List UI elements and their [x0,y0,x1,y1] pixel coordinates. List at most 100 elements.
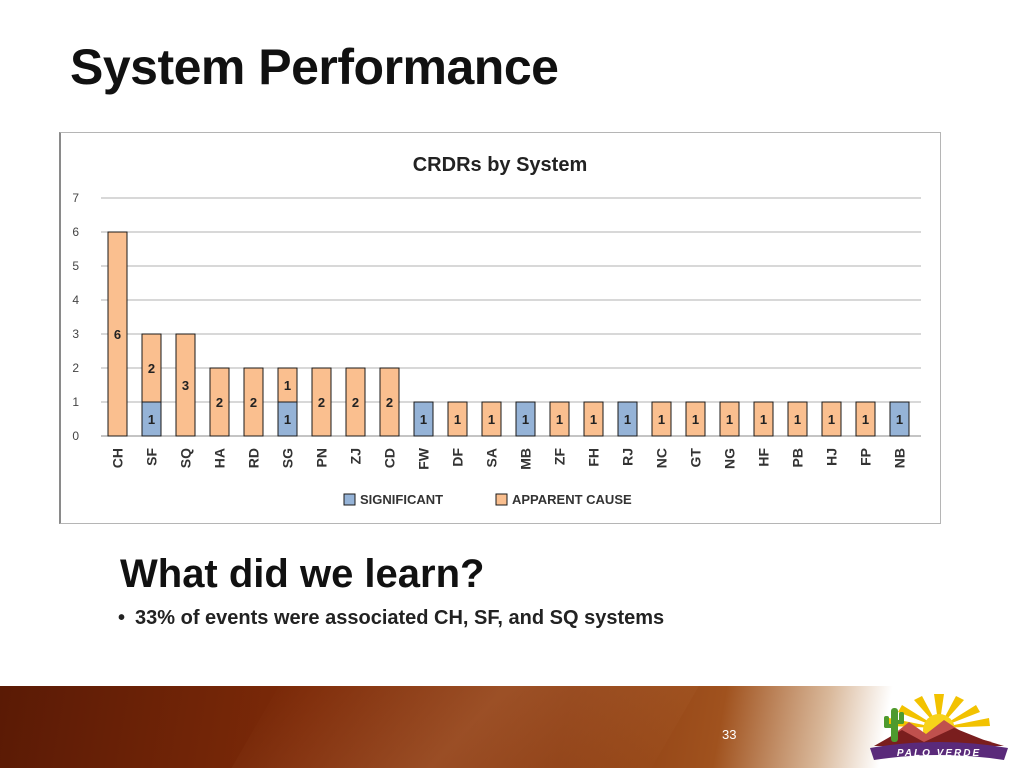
bar-segment [855,401,876,437]
x-tick-label: DF [450,448,466,467]
bar-value-label: 3 [182,378,189,393]
x-tick-label: CH [110,448,126,468]
footer-sheen [209,686,711,768]
bar-value-label: 2 [148,361,155,376]
bar-value-label: 1 [420,412,427,427]
legend-swatch [495,493,508,506]
bar-segment [243,367,264,437]
bar-segment [345,367,366,437]
x-tick-label: RD [246,448,262,468]
y-tick-label: 0 [72,429,79,443]
bullet-text: 33% of events were associated CH, SF, an… [135,607,665,629]
bar-value-label: 2 [250,395,257,410]
bar-segment [685,401,706,437]
bar-value-label: 1 [624,412,631,427]
bar-value-label: 1 [284,412,291,427]
y-axis-ticks: 0 1 2 3 4 5 6 7 [72,191,79,443]
bar-value-label: 1 [590,412,597,427]
x-tick-label: CD [382,448,398,468]
x-tick-label: ZF [552,448,568,466]
bar-segment [379,367,400,437]
palo-verde-logo-icon: PALO VERDE [870,694,1008,760]
bar-value-label: 1 [862,412,869,427]
bar-segment [311,367,332,437]
x-axis-ticks: CH SF SQ HA RD SG PN ZJ CD FW DF SA MB ZF FH RJ NC GT NG HF… [110,447,908,470]
x-tick-label: NG [722,448,738,469]
bar-segment [515,401,536,437]
x-tick-label: NC [654,448,670,468]
x-tick-label: HA [212,448,228,468]
bar-segment [175,333,196,437]
bar-value-label: 1 [488,412,495,427]
bar-segment [107,231,128,437]
bar-value-label: 2 [216,395,223,410]
x-tick-label: PB [790,448,806,467]
bar-value-label: 1 [794,412,801,427]
bar-value-label: 1 [692,412,699,427]
bar-segment [821,401,842,437]
bar-value-label: 1 [760,412,767,427]
x-tick-label: PN [314,448,330,467]
bar-value-label: 1 [148,412,155,427]
chart-title: CRDRs by System [413,154,588,176]
bar-segment [549,401,570,437]
bullet-dot-icon: • [118,607,126,629]
bar-segment [209,367,230,437]
slide-title: System Performance [70,39,559,95]
x-tick-label: HJ [824,448,840,466]
bar-segment [889,401,910,437]
bar-value-label: 2 [352,395,359,410]
bar-value-label: 1 [658,412,665,427]
page-number: 33 [722,727,737,742]
y-tick-label: 6 [72,225,79,239]
bar-segment [617,401,638,437]
y-tick-label: 3 [72,327,79,341]
bar-value-label: 1 [454,412,461,427]
chart-frame: CRDRs by System 0 1 2 3 4 5 6 7 6 1 2 3 2 2 1 1 2 2 2 1 1 1 1… [59,132,941,524]
y-tick-label: 1 [72,395,79,409]
chart-legend: SIGNIFICANT APPARENT CAUSE [343,492,632,507]
x-tick-label: SF [144,448,160,466]
x-tick-label: RJ [620,448,636,466]
bar-segment [277,367,298,403]
footer-band [0,686,1024,768]
legend-label: APPARENT CAUSE [512,492,632,507]
bar-segment [481,401,502,437]
bar-segment [141,333,162,403]
x-tick-label: SQ [178,448,194,468]
bar-segment [651,401,672,437]
bar-value-label: 1 [726,412,733,427]
learn-heading: What did we learn? [120,552,485,596]
bar-segment [413,401,434,437]
legend-swatch [343,493,356,506]
x-tick-label: SA [484,448,500,467]
y-tick-label: 7 [72,191,79,205]
x-tick-label: SG [280,448,296,468]
chart-gridlines [101,197,921,437]
bar-segment [719,401,740,437]
x-tick-label: ZJ [348,448,364,464]
bar-value-label: 1 [284,378,291,393]
chart-bars: 6 1 2 3 2 2 1 1 2 2 2 1 1 1 1 1 1 1 1 1 1 1 1 1 1 1 [107,231,910,437]
bar-value-label: 1 [828,412,835,427]
bar-segment [447,401,468,437]
x-tick-label: FP [858,448,874,466]
x-tick-label: MB [518,448,534,470]
legend-label: SIGNIFICANT [360,492,443,507]
y-tick-label: 4 [72,293,79,307]
logo-text: PALO VERDE [897,748,981,759]
bar-value-label: 2 [386,395,393,410]
x-tick-label: FH [586,448,602,467]
x-tick-label: GT [688,448,704,468]
bar-value-label: 1 [556,412,563,427]
x-tick-label: NB [892,448,908,468]
x-tick-label: FW [416,447,432,470]
bar-segment [753,401,774,437]
bar-value-label: 6 [114,327,121,342]
y-tick-label: 2 [72,361,79,375]
bar-value-label: 1 [896,412,903,427]
x-tick-label: HF [756,448,772,467]
y-tick-label: 5 [72,259,79,273]
bullet-item: • 33% of events were associated CH, SF, … [118,607,664,630]
bar-value-label: 2 [318,395,325,410]
